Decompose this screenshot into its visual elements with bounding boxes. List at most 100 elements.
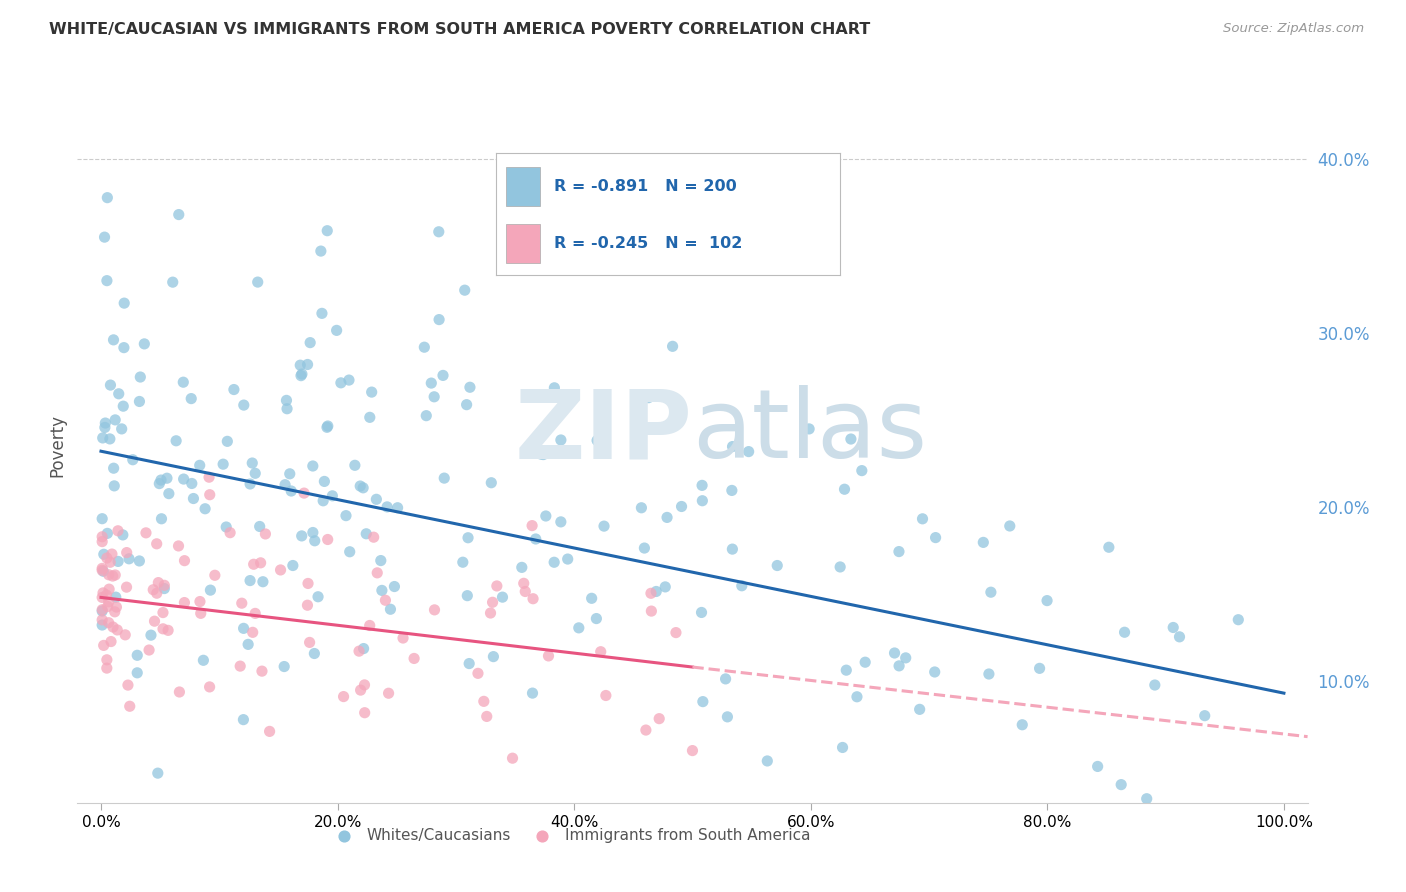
Point xyxy=(482,649,505,664)
Point xyxy=(316,533,339,547)
Point xyxy=(298,635,321,649)
Point xyxy=(91,534,114,549)
Point xyxy=(172,375,194,389)
Point xyxy=(121,452,143,467)
Point xyxy=(105,623,128,637)
Point xyxy=(304,533,326,548)
Point xyxy=(290,358,312,372)
Point xyxy=(845,690,868,704)
Point xyxy=(714,672,737,686)
Point xyxy=(520,518,543,533)
Point xyxy=(188,458,211,473)
Point xyxy=(648,712,671,726)
Point xyxy=(165,434,187,448)
Point xyxy=(433,471,456,485)
Point xyxy=(633,541,655,555)
Point xyxy=(245,467,267,481)
Point xyxy=(128,394,150,409)
Point xyxy=(249,519,271,533)
Point xyxy=(129,370,152,384)
Point xyxy=(654,580,676,594)
Point xyxy=(292,486,315,500)
Point xyxy=(479,606,502,620)
Point xyxy=(839,432,862,446)
Point xyxy=(510,560,533,574)
Point xyxy=(977,667,1000,681)
Point xyxy=(585,611,607,625)
Point xyxy=(634,723,657,737)
Point xyxy=(232,398,254,412)
Point xyxy=(1136,791,1159,805)
Point xyxy=(311,306,333,320)
Point xyxy=(475,709,498,723)
Point xyxy=(276,401,298,416)
Point xyxy=(104,568,127,582)
Point xyxy=(312,493,335,508)
Point xyxy=(276,393,298,408)
Point xyxy=(169,685,191,699)
Point xyxy=(173,596,195,610)
Point xyxy=(472,694,495,708)
Point xyxy=(162,275,184,289)
Point xyxy=(325,323,347,337)
Point xyxy=(290,368,312,383)
Point xyxy=(550,433,572,447)
Point xyxy=(1161,620,1184,634)
Point xyxy=(104,605,127,619)
Point xyxy=(1143,678,1166,692)
Point xyxy=(91,618,114,632)
Point xyxy=(111,422,134,436)
Point xyxy=(219,525,242,540)
Point xyxy=(1098,541,1121,555)
Point xyxy=(101,547,124,561)
Point xyxy=(366,492,388,507)
Point xyxy=(692,493,714,508)
Point xyxy=(458,657,481,671)
Point xyxy=(190,607,212,621)
Point xyxy=(690,606,713,620)
Point xyxy=(232,621,254,635)
Point xyxy=(1011,718,1033,732)
Point xyxy=(107,524,129,538)
Point xyxy=(100,634,122,648)
Point xyxy=(637,391,659,405)
Point xyxy=(384,580,406,594)
Point xyxy=(91,511,114,525)
Point xyxy=(756,754,779,768)
Point xyxy=(314,475,336,489)
Point xyxy=(485,579,508,593)
Point xyxy=(375,500,398,514)
Point xyxy=(297,576,319,591)
Point xyxy=(522,686,544,700)
Point xyxy=(797,422,820,436)
Point xyxy=(529,447,551,461)
Point xyxy=(307,590,329,604)
Point xyxy=(353,678,375,692)
Point xyxy=(93,639,115,653)
Point xyxy=(239,477,262,491)
Point xyxy=(229,659,252,673)
Point xyxy=(193,653,215,667)
Point xyxy=(534,508,557,523)
Point xyxy=(96,588,118,602)
Point xyxy=(1087,759,1109,773)
Point xyxy=(101,620,124,634)
Text: Source: ZipAtlas.com: Source: ZipAtlas.com xyxy=(1223,22,1364,36)
Point xyxy=(581,591,603,606)
Point xyxy=(153,578,176,592)
Point xyxy=(347,644,370,658)
Point xyxy=(97,567,120,582)
Point xyxy=(98,555,121,569)
Point xyxy=(550,515,572,529)
Point xyxy=(522,591,544,606)
Point xyxy=(100,378,122,392)
Point xyxy=(278,467,301,481)
Point xyxy=(91,613,114,627)
Point xyxy=(246,275,269,289)
Point xyxy=(118,699,141,714)
Point xyxy=(114,628,136,642)
Point xyxy=(245,607,267,621)
Point xyxy=(363,530,385,544)
Point xyxy=(270,563,292,577)
Point xyxy=(349,479,371,493)
